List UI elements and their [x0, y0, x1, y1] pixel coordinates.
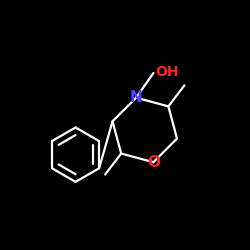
Text: O: O	[147, 155, 160, 170]
Text: N: N	[130, 90, 142, 105]
Text: OH: OH	[155, 65, 179, 79]
